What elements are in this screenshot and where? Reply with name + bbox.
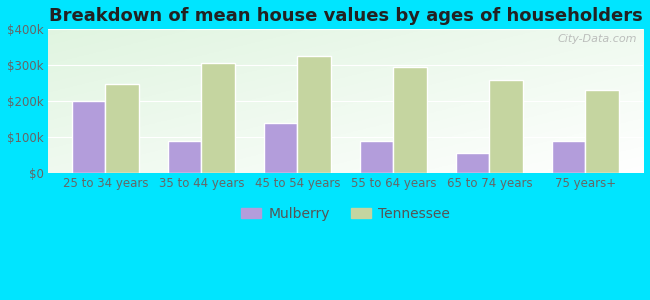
Legend: Mulberry, Tennessee: Mulberry, Tennessee: [235, 201, 456, 226]
Bar: [552, 141, 586, 173]
Bar: [72, 101, 105, 173]
Bar: [489, 80, 523, 173]
Text: City-Data.com: City-Data.com: [558, 34, 637, 44]
Bar: [360, 141, 393, 173]
Bar: [586, 90, 619, 173]
Bar: [264, 123, 298, 173]
Bar: [168, 141, 202, 173]
Bar: [393, 67, 427, 173]
Bar: [456, 153, 489, 173]
Title: Breakdown of mean house values by ages of householders: Breakdown of mean house values by ages o…: [49, 7, 642, 25]
Bar: [202, 63, 235, 173]
Bar: [298, 56, 331, 173]
Bar: [105, 84, 139, 173]
